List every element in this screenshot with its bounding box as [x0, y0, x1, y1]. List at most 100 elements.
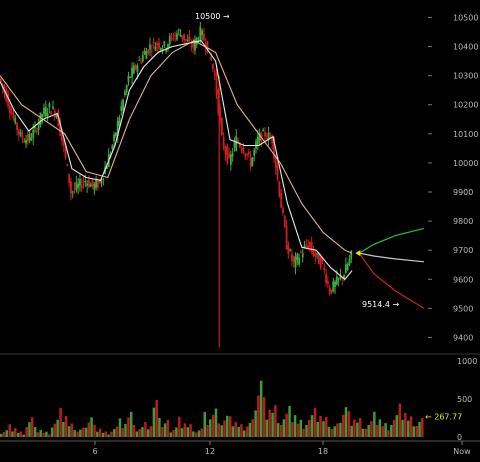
- candle-body: [344, 264, 347, 274]
- price-tick-label: 10300: [453, 72, 478, 81]
- volume-bar: [53, 423, 57, 437]
- candle-body: [194, 39, 196, 51]
- price-tick-label: 10100: [453, 130, 478, 139]
- volume-bar: [155, 399, 158, 437]
- volume-bar: [353, 419, 356, 437]
- candle-body: [77, 183, 80, 188]
- volume-bar: [421, 417, 424, 437]
- candle-body: [280, 193, 283, 208]
- volume-bar: [129, 411, 133, 437]
- candle-body: [309, 241, 311, 247]
- candle-body: [143, 51, 146, 55]
- candle-body: [14, 117, 17, 124]
- candle-body: [129, 76, 132, 78]
- candle-body: [86, 183, 89, 186]
- candle-body: [220, 118, 223, 136]
- volume-bar: [70, 423, 74, 437]
- candle-body: [271, 135, 274, 144]
- volume-bar: [197, 430, 201, 437]
- candle-body: [204, 43, 207, 49]
- candle-body: [158, 42, 160, 49]
- candle-body: [235, 136, 238, 151]
- candle-body: [138, 59, 141, 61]
- volume-bar: [50, 427, 54, 437]
- candle-body: [177, 29, 180, 31]
- price-tick-label: 9900: [453, 188, 473, 197]
- volume-bar: [279, 424, 283, 437]
- volume-bar: [325, 417, 328, 437]
- volume-bar: [110, 431, 113, 437]
- candle-body: [34, 126, 36, 129]
- candle-body: [237, 139, 239, 143]
- projection-up-line: [358, 227, 425, 254]
- candle-body: [55, 115, 58, 118]
- volume-bar: [319, 415, 322, 437]
- candle-body: [10, 112, 13, 115]
- volume-bar: [310, 415, 314, 437]
- volume-bar: [356, 422, 359, 437]
- candle-body: [246, 154, 248, 156]
- volume-bar: [271, 412, 274, 437]
- candle-body: [152, 41, 155, 43]
- candle-body: [62, 140, 65, 146]
- candle-body: [274, 157, 277, 169]
- volume-bar: [67, 426, 71, 437]
- volume-bar: [200, 428, 204, 437]
- price-tick-label: 9600: [453, 275, 473, 284]
- candle-body: [161, 48, 164, 51]
- candle-body: [328, 287, 331, 294]
- volume-bar: [375, 424, 379, 437]
- candle-body: [192, 40, 195, 48]
- candle-body: [213, 73, 216, 75]
- candle-body: [343, 275, 345, 279]
- candle-body: [215, 70, 218, 94]
- volume-bar: [84, 427, 88, 437]
- candle-body: [125, 85, 128, 93]
- candle-body: [37, 123, 40, 130]
- volume-bar: [302, 428, 305, 437]
- volume-bar: [14, 428, 17, 437]
- volume-bar: [22, 434, 25, 437]
- volume-bar: [415, 425, 418, 437]
- volume-bar: [76, 431, 79, 437]
- candle-body: [267, 132, 270, 140]
- volume-bar: [195, 432, 198, 437]
- candle-body: [325, 273, 327, 284]
- volume-bar: [152, 407, 156, 437]
- volume-bar: [296, 423, 300, 437]
- candle-body: [123, 91, 126, 95]
- candle-body: [185, 39, 187, 41]
- candle-body: [174, 35, 177, 37]
- candle-body: [170, 35, 173, 37]
- candle-body: [59, 120, 62, 136]
- candle-body: [242, 148, 245, 153]
- volume-bar: [418, 421, 421, 437]
- candle-body: [249, 157, 252, 168]
- volume-bar: [189, 424, 192, 437]
- candle-body: [26, 133, 29, 142]
- volume-bar: [47, 434, 51, 437]
- volume-bar: [28, 422, 31, 437]
- volume-bar: [113, 429, 116, 437]
- volume-bar: [93, 424, 96, 437]
- volume-bar: [240, 424, 243, 437]
- volume-bar: [138, 429, 141, 437]
- projection-down-line: [358, 252, 425, 309]
- price-tick-label: 10200: [453, 101, 478, 110]
- price-tick-label: 10400: [453, 43, 478, 52]
- volume-bar: [378, 419, 382, 437]
- volume-bar: [251, 419, 254, 437]
- candle-body: [30, 138, 33, 141]
- candle-body: [339, 275, 342, 278]
- candle-body: [156, 42, 159, 46]
- volume-bar: [101, 432, 105, 437]
- candle-body: [53, 110, 56, 118]
- candle-body: [276, 165, 279, 179]
- volume-bar: [265, 419, 269, 437]
- candle-body: [88, 179, 90, 188]
- candle-body: [332, 281, 335, 292]
- volume-bar: [412, 426, 416, 437]
- candle-body: [181, 35, 184, 39]
- annotation-low: 9514.4 →: [362, 300, 400, 309]
